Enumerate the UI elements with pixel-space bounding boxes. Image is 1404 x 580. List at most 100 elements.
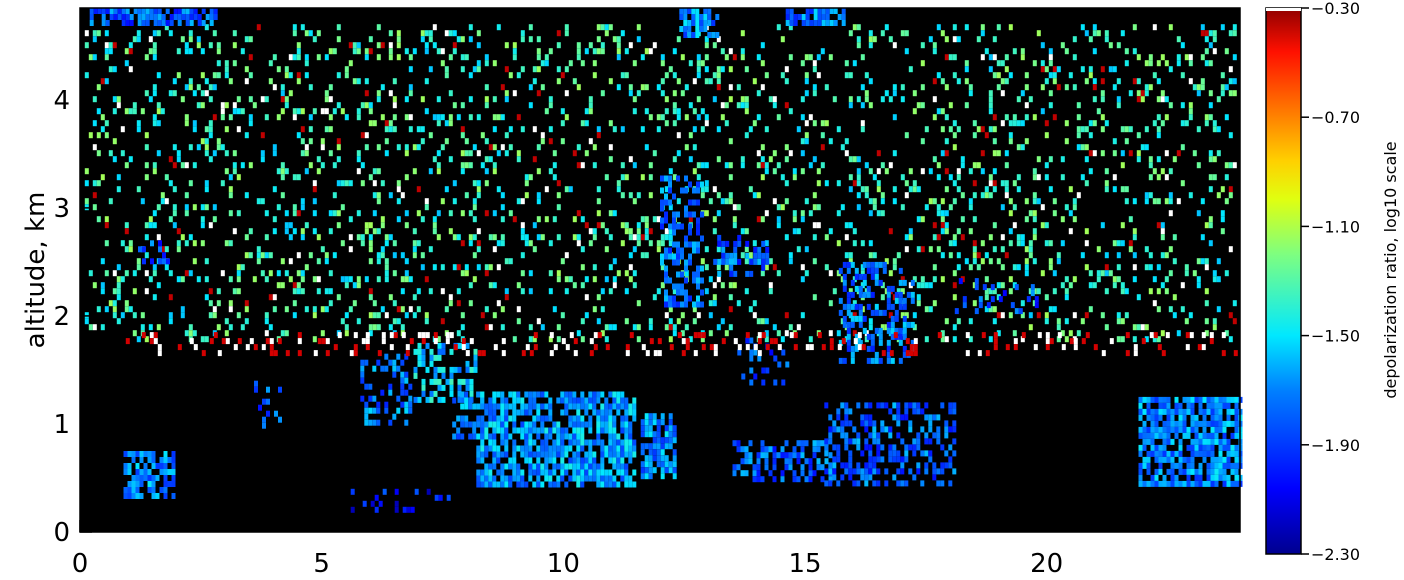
heatmap-cell [316, 258, 321, 265]
heatmap-cell [692, 318, 697, 325]
heatmap-cell [272, 150, 277, 157]
heatmap-cell [209, 20, 214, 26]
heatmap-cell [1162, 402, 1167, 409]
heatmap-cell [348, 246, 353, 253]
heatmap-cell [888, 162, 893, 169]
heatmap-cell [952, 426, 957, 433]
heatmap-cell [576, 330, 581, 337]
heatmap-cell [120, 126, 125, 133]
heatmap-cell [1188, 192, 1193, 199]
heatmap-cell [745, 270, 750, 277]
heatmap-cell [1032, 216, 1037, 223]
heatmap-cell [1222, 396, 1227, 403]
heatmap-cell [372, 192, 377, 199]
heatmap-cell [320, 144, 325, 151]
heatmap-cell [436, 120, 441, 127]
heatmap-cell [1138, 408, 1143, 415]
heatmap-cell [500, 403, 505, 410]
heatmap-cell [1182, 426, 1187, 433]
heatmap-cell [556, 445, 561, 452]
heatmap-cell [880, 444, 885, 451]
heatmap-cell [432, 264, 437, 271]
heatmap-cell [596, 36, 601, 43]
heatmap-cell [821, 8, 826, 14]
heatmap-cell [469, 390, 474, 397]
heatmap-cell [840, 426, 845, 433]
heatmap-cell [856, 438, 861, 445]
heatmap-cell [260, 156, 265, 163]
heatmap-cell [1016, 240, 1021, 247]
heatmap-cell [1064, 336, 1069, 343]
heatmap-cell [1008, 120, 1013, 127]
heatmap-cell [300, 198, 305, 205]
heatmap-cell [113, 14, 118, 20]
heatmap-cell [1032, 258, 1037, 265]
heatmap-cell [328, 126, 333, 133]
heatmap-cell [1162, 444, 1167, 451]
heatmap-cell [1226, 420, 1231, 427]
heatmap-cell [924, 204, 929, 211]
heatmap-cell [272, 186, 277, 193]
heatmap-cell [171, 493, 176, 499]
heatmap-cell [568, 463, 573, 470]
heatmap-cell [152, 294, 157, 301]
heatmap-cell [656, 425, 661, 432]
heatmap-cell [850, 303, 855, 310]
heatmap-cell [604, 276, 609, 283]
heatmap-cell [1196, 210, 1201, 217]
heatmap-cell [764, 210, 769, 217]
heatmap-cell [500, 463, 505, 470]
heatmap-cell [500, 439, 505, 446]
heatmap-cell [756, 470, 761, 477]
heatmap-cell [564, 403, 569, 410]
heatmap-cell [172, 186, 177, 193]
heatmap-cell [972, 300, 977, 307]
heatmap-cell [356, 210, 361, 217]
heatmap-cell [1032, 210, 1037, 217]
heatmap-cell [870, 309, 875, 316]
heatmap-cell [960, 234, 965, 241]
heatmap-cell [312, 228, 317, 235]
heatmap-cell [990, 284, 995, 291]
heatmap-cell [564, 276, 569, 283]
heatmap-cell [684, 270, 689, 277]
heatmap-cell [1120, 288, 1125, 295]
heatmap-cell [672, 223, 676, 230]
heatmap-cell [1196, 84, 1201, 91]
heatmap-cell [620, 421, 625, 428]
heatmap-cell [437, 348, 442, 355]
heatmap-cell [898, 333, 903, 340]
heatmap-cell [364, 383, 369, 390]
heatmap-cell [1150, 426, 1155, 433]
heatmap-cell [604, 324, 609, 331]
heatmap-cell [600, 463, 605, 470]
heatmap-cell [1060, 42, 1065, 49]
heatmap-cell [692, 144, 697, 151]
heatmap-cell [404, 270, 409, 277]
heatmap-cell [213, 332, 218, 339]
heatmap-cell [264, 114, 269, 121]
heatmap-cell [368, 108, 373, 115]
heatmap-cell [1186, 480, 1191, 487]
heatmap-cell [793, 14, 798, 20]
heatmap-cell [400, 276, 405, 283]
heatmap-cell [952, 54, 957, 61]
heatmap-cell [236, 276, 241, 283]
heatmap-cell [868, 240, 873, 247]
heatmap-cell [260, 270, 265, 277]
heatmap-cell [492, 397, 497, 404]
heatmap-cell [940, 336, 945, 343]
heatmap-cell [632, 481, 637, 488]
heatmap-cell [858, 303, 863, 310]
heatmap-cell [320, 330, 325, 337]
heatmap-cell [1116, 240, 1121, 247]
heatmap-cell [884, 480, 889, 487]
heatmap-cell [1164, 174, 1169, 181]
heatmap-cell [1194, 438, 1199, 445]
heatmap-cell [1188, 54, 1193, 61]
heatmap-cell [1226, 438, 1231, 445]
heatmap-cell [560, 409, 565, 416]
heatmap-cell [932, 48, 937, 55]
heatmap-cell [596, 132, 601, 139]
heatmap-cell [1004, 186, 1009, 193]
